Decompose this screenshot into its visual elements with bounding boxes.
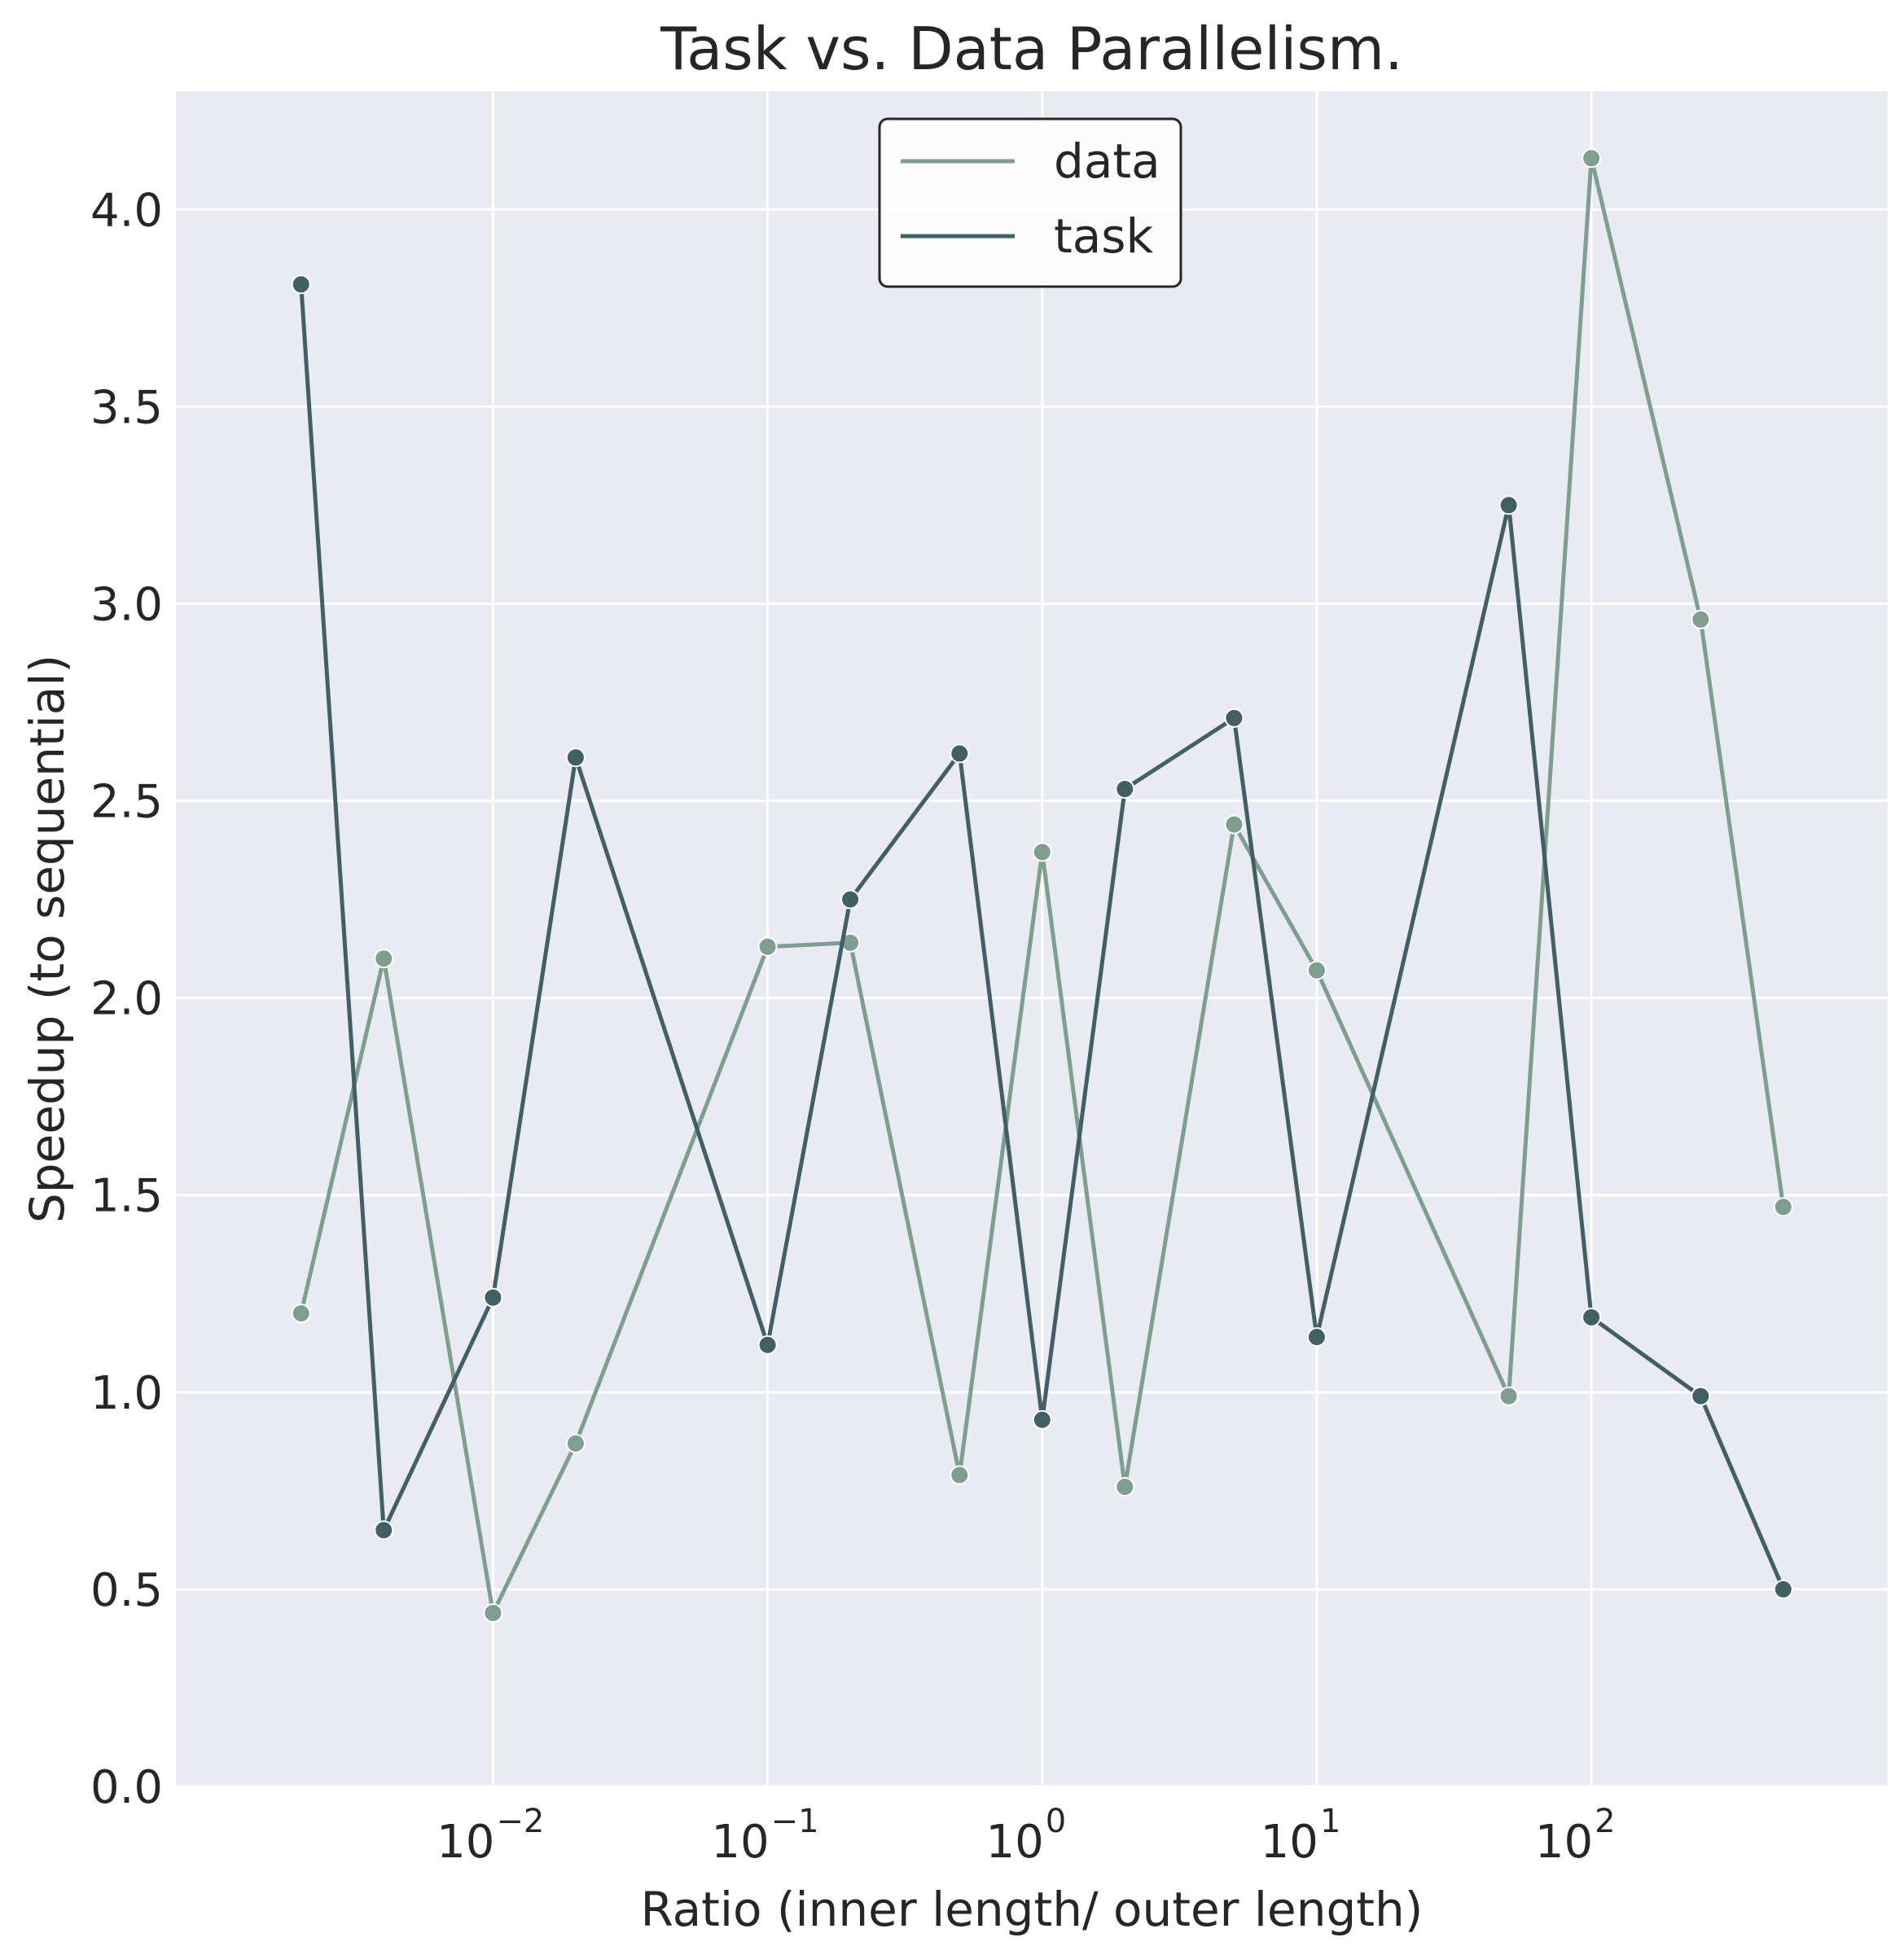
- y-tick-label: 3.5: [90, 381, 163, 434]
- y-tick-label: 3.0: [90, 578, 163, 631]
- y-tick-label: 0.5: [90, 1564, 163, 1617]
- data-point-task: [1773, 1579, 1793, 1599]
- x-tick-label: 10 2: [1535, 1803, 1616, 1869]
- legend-label-data: data: [1054, 134, 1160, 189]
- data-point-task: [291, 274, 311, 295]
- x-tick-exponent: 0: [1046, 1803, 1066, 1840]
- x-tick-base: 10: [1261, 1816, 1318, 1869]
- data-point-task: [1498, 495, 1519, 515]
- y-tick-label: 1.5: [90, 1170, 163, 1223]
- data-point-data: [1224, 814, 1244, 835]
- series-layer: [291, 148, 1793, 1623]
- y-tick-label: 2.5: [90, 776, 163, 829]
- data-point-data: [1582, 148, 1602, 169]
- data-point-task: [565, 747, 586, 768]
- y-axis-label: Speedup (to sequential): [20, 655, 75, 1223]
- x-tick-base: 10: [711, 1816, 769, 1869]
- legend-label-task: task: [1054, 208, 1154, 264]
- data-point-data: [1306, 960, 1327, 980]
- data-point-data: [1115, 1477, 1135, 1497]
- data-point-data: [950, 1465, 970, 1485]
- x-tick-base: 10: [1535, 1816, 1593, 1869]
- data-point-task: [483, 1287, 503, 1308]
- data-point-task: [1691, 1386, 1711, 1406]
- x-ticks: 10 −2 10 −1 10 0 10 1 10 2: [437, 1803, 1615, 1869]
- data-point-data: [1498, 1386, 1519, 1406]
- x-tick-exponent: 2: [1595, 1803, 1615, 1840]
- legend: data task: [878, 117, 1182, 288]
- y-tick-label: 4.0: [90, 184, 163, 237]
- x-tick-label: 10 −2: [437, 1803, 544, 1869]
- data-point-data: [483, 1602, 503, 1623]
- data-point-task: [1032, 1409, 1052, 1430]
- x-tick-exponent: 1: [1320, 1803, 1340, 1840]
- y-tick-label: 0.0: [90, 1761, 163, 1814]
- data-point-data: [757, 936, 778, 957]
- data-point-task: [1582, 1307, 1602, 1327]
- x-tick-base: 10: [986, 1816, 1044, 1869]
- data-point-task: [950, 743, 970, 764]
- x-tick-label: 10 0: [986, 1803, 1067, 1869]
- x-tick-exponent: −2: [496, 1803, 544, 1840]
- x-tick-label: 10 −1: [711, 1803, 818, 1869]
- data-point-data: [1032, 842, 1052, 862]
- data-point-data: [1773, 1197, 1793, 1217]
- x-tick-base: 10: [437, 1816, 494, 1869]
- data-point-task: [1115, 779, 1135, 800]
- data-point-data: [291, 1303, 311, 1323]
- data-point-task: [840, 889, 861, 910]
- chart-title: Task vs. Data Parallelism.: [660, 15, 1403, 83]
- data-point-task: [1306, 1327, 1327, 1348]
- data-point-task: [757, 1335, 778, 1355]
- data-point-task: [1224, 708, 1244, 728]
- y-tick-label: 1.0: [90, 1367, 163, 1420]
- x-tick-label: 10 1: [1261, 1803, 1341, 1869]
- data-point-task: [374, 1520, 394, 1541]
- x-axis-label: Ratio (inner length/ outer length): [641, 1882, 1424, 1937]
- y-tick-label: 2.0: [90, 973, 163, 1026]
- data-point-data: [1691, 609, 1711, 629]
- data-point-data: [374, 949, 394, 969]
- data-point-data: [565, 1433, 586, 1453]
- y-ticks: 0.0 0.5 1.0 1.5 2.0 2.5 3.0 3.5 4.0: [90, 184, 163, 1814]
- x-tick-exponent: −1: [771, 1803, 819, 1840]
